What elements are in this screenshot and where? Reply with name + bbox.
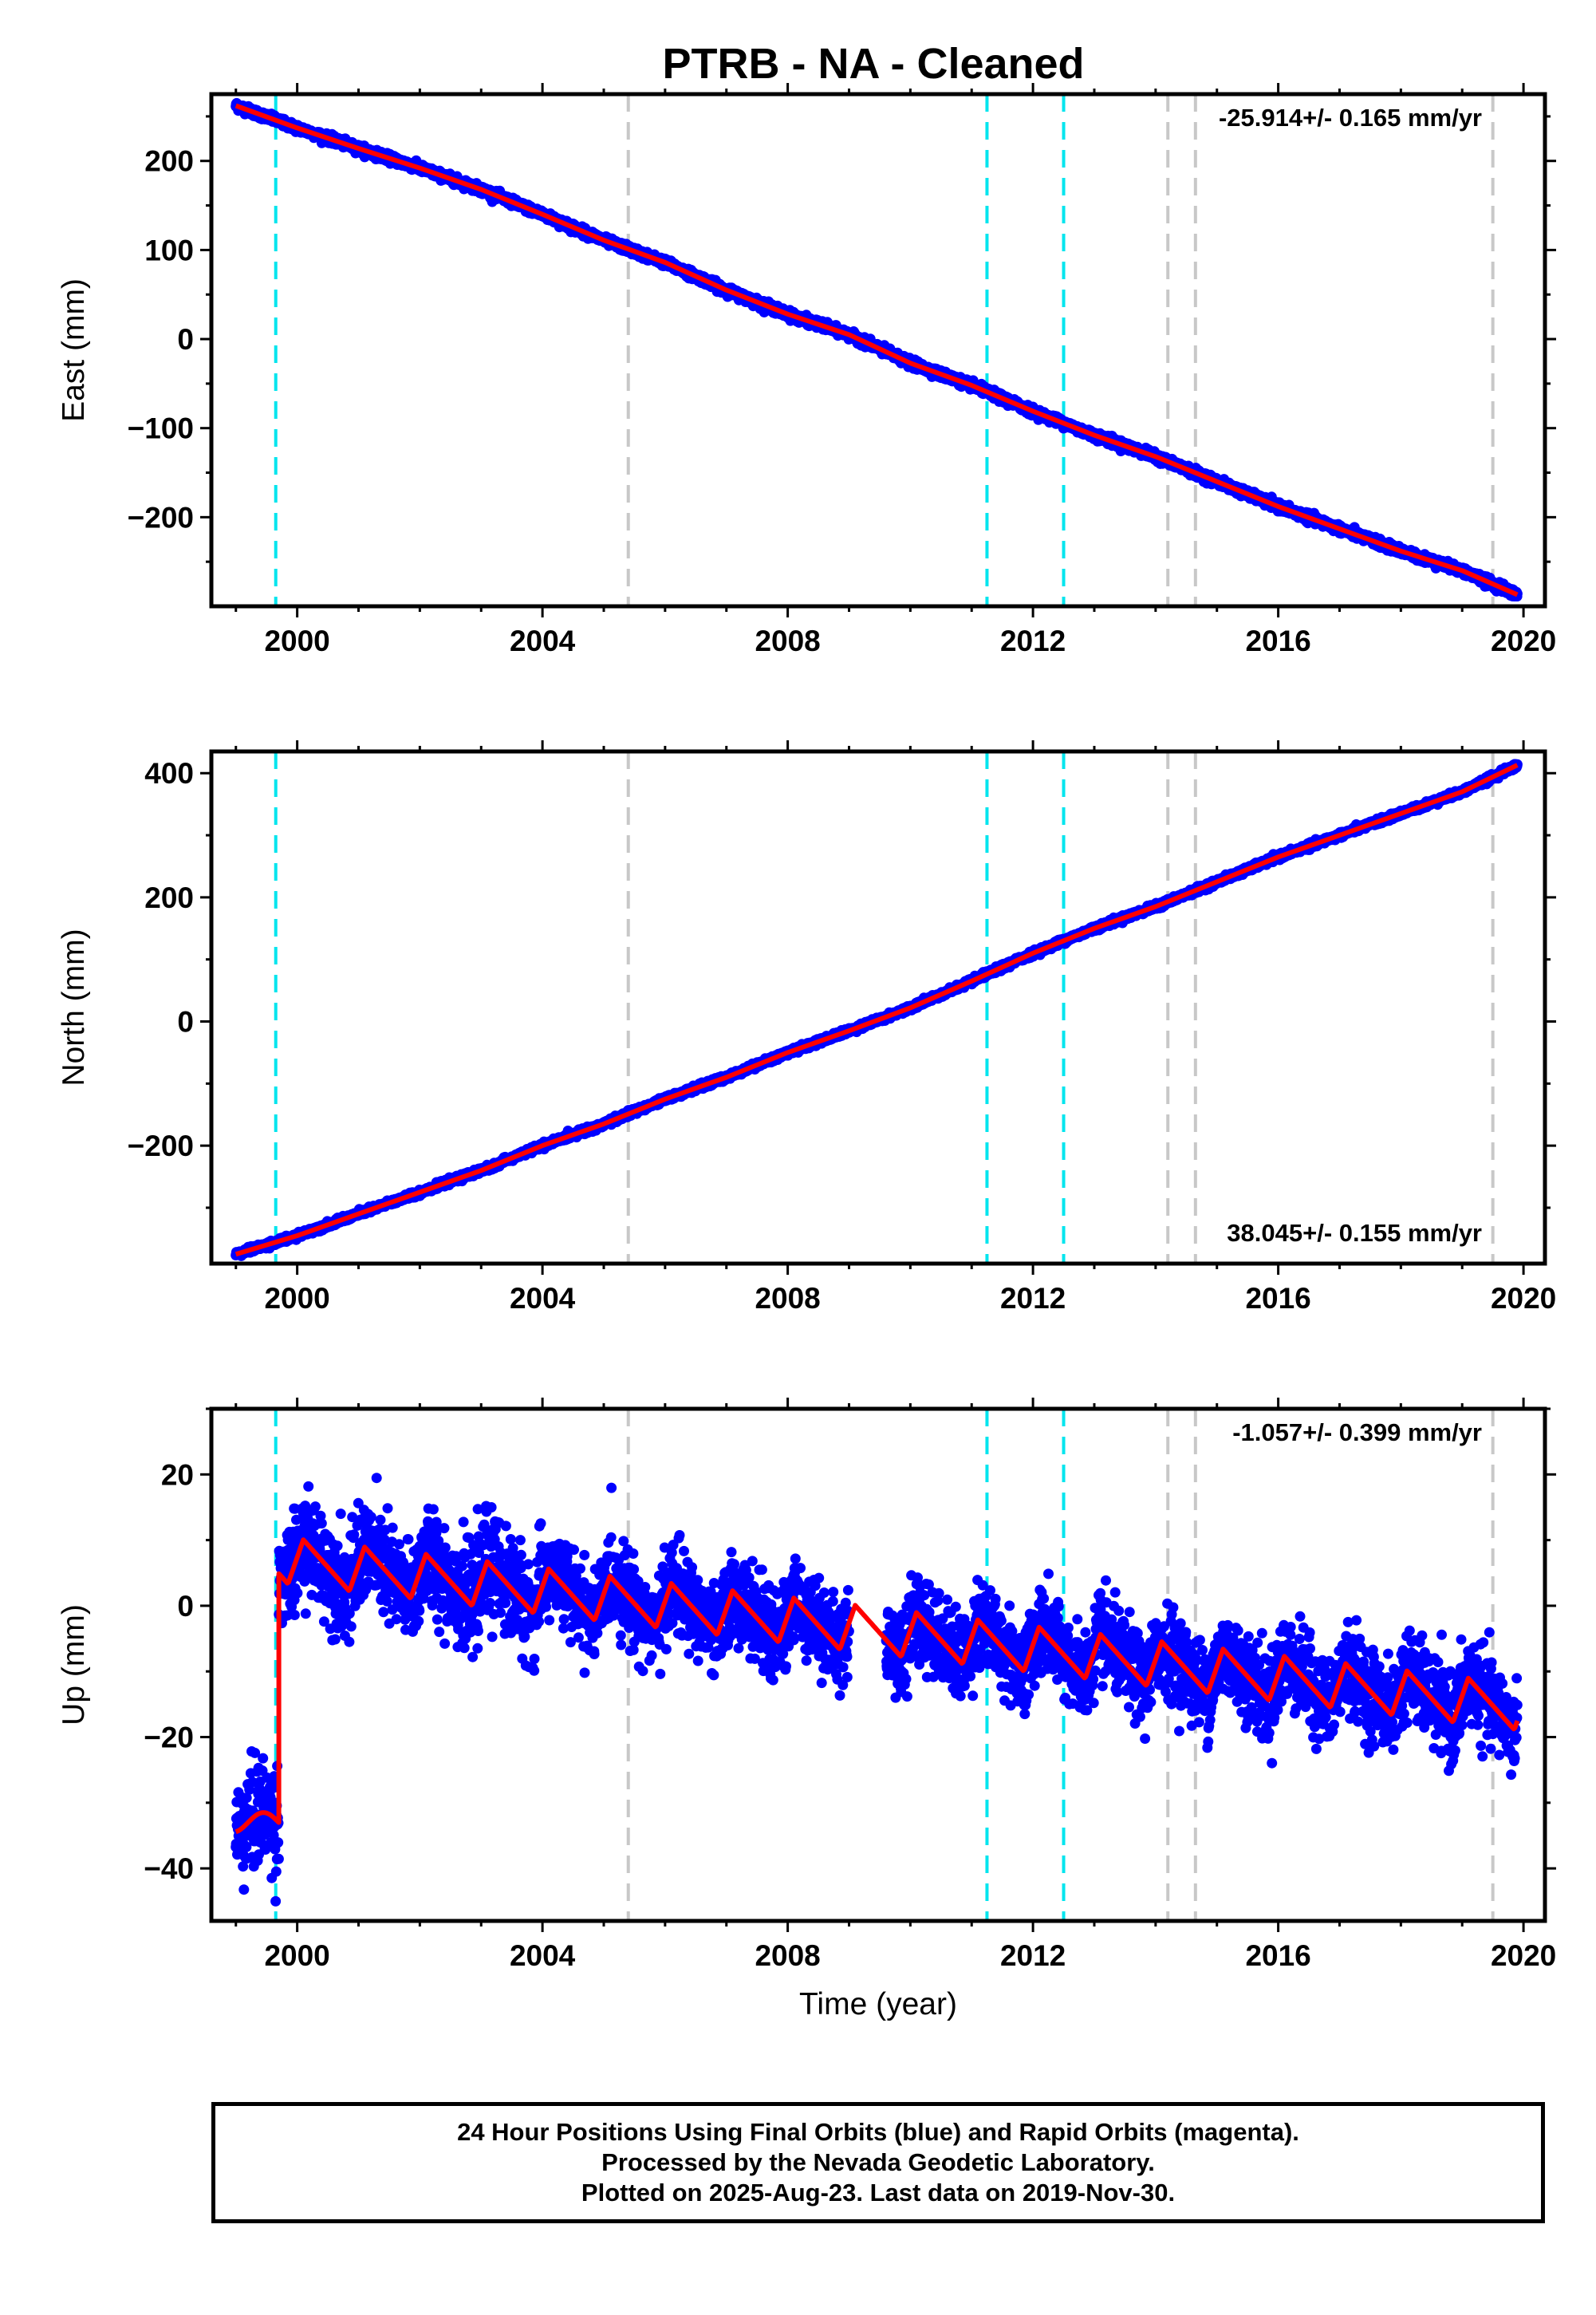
east-event-lines — [274, 94, 1495, 606]
figure-title: PTRB - NA - Cleaned — [662, 40, 1084, 88]
